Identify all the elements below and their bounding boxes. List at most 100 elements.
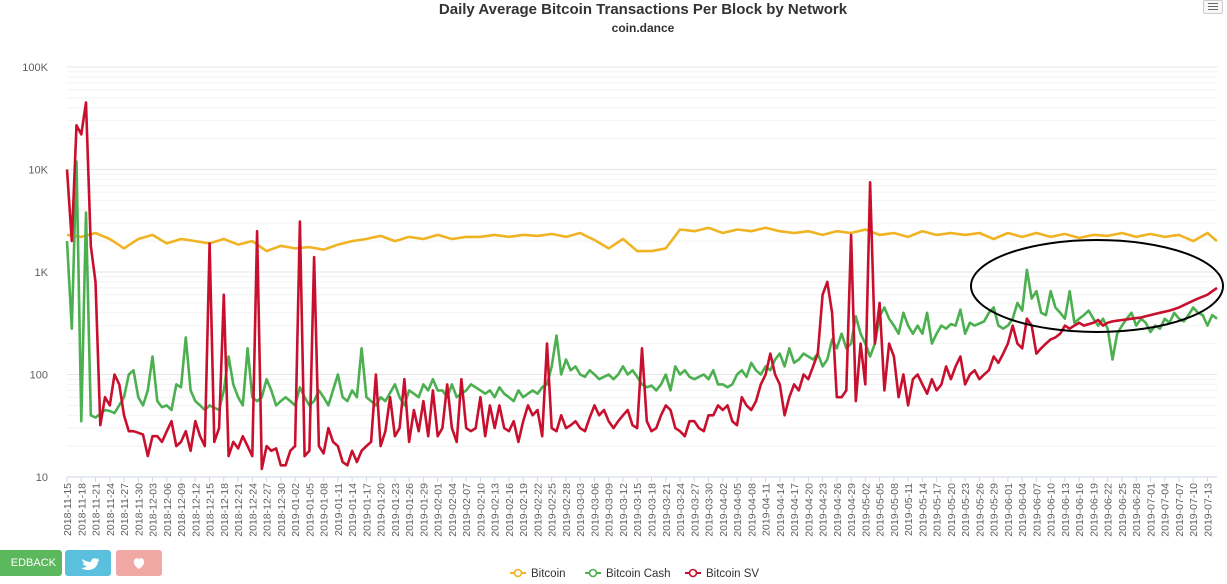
x-tick-label: 2018-12-09 [176,483,188,537]
y-tick-label: 10 [36,472,48,484]
x-tick-label: 2019-02-13 [490,483,502,537]
x-tick-label: 2019-01-29 [418,483,430,537]
heart-button[interactable] [116,550,162,576]
x-tick-label: 2019-05-17 [932,483,944,537]
x-tick-label: 2019-06-28 [1131,483,1143,537]
x-tick-label: 2019-01-17 [361,483,373,537]
x-tick-label: 2019-02-07 [461,483,473,537]
legend-item-label[interactable]: Bitcoin [531,568,566,580]
x-tick-label: 2019-04-26 [832,483,844,537]
x-tick-label: 2019-03-18 [647,483,659,537]
x-tick-label: 2019-07-07 [1174,483,1186,537]
x-tick-label: 2018-12-24 [247,483,259,537]
x-tick-label: 2019-07-13 [1202,483,1214,537]
legend-item-label[interactable]: Bitcoin SV [706,568,759,580]
x-tick-label: 2018-12-03 [148,483,160,537]
x-tick-label: 2019-03-06 [589,483,601,537]
x-tick-label: 2019-07-01 [1145,483,1157,537]
x-tick-label: 2019-05-20 [946,483,958,537]
x-tick-label: 2019-06-22 [1103,483,1115,537]
x-tick-label: 2019-03-03 [575,483,587,537]
x-tick-label: 2018-11-24 [105,483,117,536]
x-tick-label: 2019-07-04 [1160,483,1172,537]
y-axis: 10 100 1K 10K 100K [22,62,48,484]
highlight-ellipse [970,239,1224,333]
legend-item-label[interactable]: Bitcoin Cash [606,568,671,580]
x-tick-label: 2019-01-23 [390,483,402,537]
x-tick-label: 2018-12-18 [219,483,231,537]
x-tick-label: 2019-05-05 [875,483,887,537]
x-tick-label: 2019-03-12 [618,483,630,537]
x-tick-label: 2019-04-08 [746,483,758,537]
x-tick-label: 2019-01-08 [319,483,331,537]
legend-marker [588,568,598,578]
x-tick-label: 2019-01-05 [304,483,316,537]
y-tick-label: 10K [28,165,48,177]
feedback-button[interactable]: EDBACK [0,550,62,576]
x-tick-label: 2019-01-26 [404,483,416,537]
chart-subtitle: coin.dance [612,21,675,35]
x-tick-label: 2019-04-05 [732,483,744,537]
x-tick-label: 2019-02-16 [504,483,516,537]
x-tick-label: 2019-01-20 [376,483,388,537]
x-tick-label: 2019-04-11 [761,483,773,536]
series-line-bitcoin[interactable] [66,226,1218,253]
x-tick-label: 2019-04-29 [846,483,858,537]
x-tick-label: 2019-05-26 [974,483,986,537]
x-tick-label: 2018-12-27 [262,483,274,537]
x-tick-label: 2019-02-04 [447,483,459,537]
x-tick-label: 2019-02-01 [433,483,445,537]
x-tick-label: 2019-02-10 [475,483,487,537]
x-tick-label: 2019-03-15 [632,483,644,537]
x-tick-label: 2018-11-30 [133,483,145,536]
x-tick-label: 2019-03-30 [704,483,716,537]
twitter-icon [81,558,100,570]
x-tick-label: 2019-06-10 [1046,483,1058,537]
x-tick-label: 2019-04-14 [775,483,787,537]
twitter-button[interactable] [65,550,111,576]
x-tick-label: 2019-05-29 [989,483,1001,537]
x-tick-label: 2019-04-20 [803,483,815,537]
y-tick-label: 100 [30,370,48,382]
x-tick-label: 2018-11-15 [62,483,74,536]
x-tick-label: 2019-06-19 [1088,483,1100,537]
x-tick-label: 2019-05-02 [860,483,872,537]
x-tick-label: 2019-05-11 [903,483,915,536]
legend-marker [513,568,523,578]
x-tick-label: 2019-06-13 [1060,483,1072,537]
x-tick-label: 2019-03-21 [661,483,673,537]
x-tick-label: 2019-01-02 [290,483,302,537]
x-tick-label: 2018-11-21 [91,483,103,536]
x-tick-label: 2019-03-27 [689,483,701,537]
heart-icon [133,558,145,569]
x-tick-label: 2019-05-14 [917,483,929,537]
x-tick-label: 2019-06-07 [1031,483,1043,537]
x-tick-label: 2019-04-23 [818,483,830,537]
x-tick-label: 2019-05-23 [960,483,972,537]
chart-title: Daily Average Bitcoin Transactions Per B… [439,1,848,18]
x-tick-label: 2019-01-14 [347,483,359,537]
x-tick-label: 2019-02-22 [532,483,544,537]
x-tick-label: 2019-04-17 [789,483,801,537]
series-line-bitcoin-cash[interactable] [65,160,1218,423]
x-axis: 2018-11-15 2018-11-18 2018-11-21 2018-11-24… [62,476,1217,537]
series-line-bitcoin-sv[interactable] [65,101,1218,471]
x-tick-label: 2018-11-27 [119,483,131,536]
x-tick-label: 2018-12-12 [190,483,202,537]
x-tick-label: 2018-12-06 [162,483,174,537]
x-tick-label: 2019-04-02 [718,483,730,537]
legend-marker [688,568,698,578]
x-tick-label: 2019-02-28 [561,483,573,537]
x-tick-label: 2018-12-15 [205,483,217,537]
x-tick-label: 2019-07-10 [1188,483,1200,537]
x-tick-label: 2019-05-08 [889,483,901,537]
legend: Bitcoin Bitcoin Cash Bitcoin SV [510,568,759,580]
y-tick-label: 100K [22,62,48,74]
x-tick-label: 2019-06-25 [1117,483,1129,537]
x-tick-label: 2018-12-21 [233,483,245,537]
x-tick-label: 2019-06-04 [1017,483,1029,537]
x-tick-label: 2018-12-30 [276,483,288,537]
chart-menu-button[interactable] [1203,0,1223,14]
x-tick-label: 2019-06-01 [1003,483,1015,537]
